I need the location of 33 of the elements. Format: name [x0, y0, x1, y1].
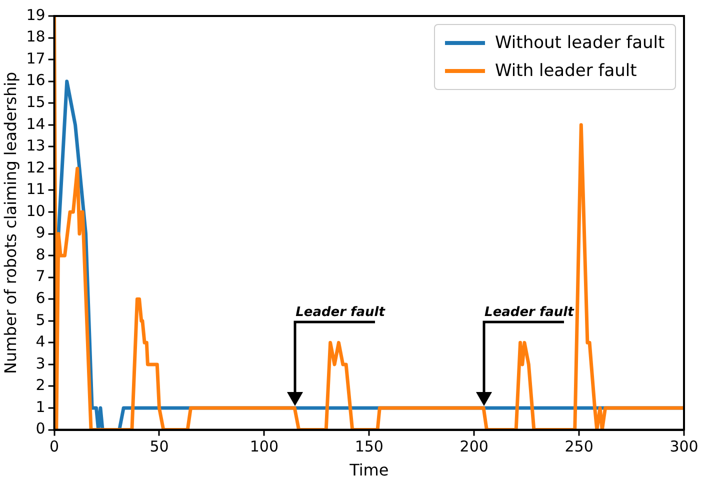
y-tick-label: 4: [36, 332, 46, 351]
y-tick-label: 10: [26, 202, 46, 220]
y-tick-label: 13: [26, 136, 46, 155]
y-tick-label: 18: [26, 28, 46, 46]
x-axis-title: Time: [348, 460, 389, 480]
y-tick-label: 0: [36, 420, 46, 438]
annotation: Leader fault: [484, 304, 575, 320]
y-axis-title: Number of robots claiming leadership: [0, 72, 20, 374]
x-tick-label: 150: [354, 438, 384, 456]
y-tick-label: 7: [36, 267, 46, 286]
y-tick-label: 1: [36, 398, 46, 416]
y-tick-label: 15: [26, 93, 46, 112]
x-tick-label: 300: [670, 438, 698, 456]
y-tick-label: 9: [36, 224, 46, 242]
x-tick-label: 0: [50, 438, 60, 456]
y-tick-label: 8: [36, 245, 46, 264]
y-tick-label: 14: [26, 114, 46, 133]
y-tick-label: 5: [36, 310, 46, 329]
annotation: Leader fault: [296, 304, 386, 320]
y-tick-label: 6: [36, 289, 46, 308]
y-tick-label: 11: [26, 180, 46, 198]
x-tick-label: 200: [460, 438, 488, 456]
y-tick-label: 12: [26, 158, 46, 176]
legend-label: Without leader fault: [495, 32, 665, 55]
y-tick-label: 19: [26, 6, 46, 24]
legend-label: With leader fault: [495, 60, 637, 83]
y-tick-label: 17: [26, 49, 46, 68]
y-tick-label: 16: [26, 71, 46, 90]
y-tick-label: 3: [36, 354, 46, 372]
x-tick-label: 50: [150, 438, 169, 456]
y-tick-label: 2: [36, 376, 46, 394]
x-tick-label: 250: [564, 438, 594, 456]
x-tick-label: 100: [250, 438, 279, 456]
